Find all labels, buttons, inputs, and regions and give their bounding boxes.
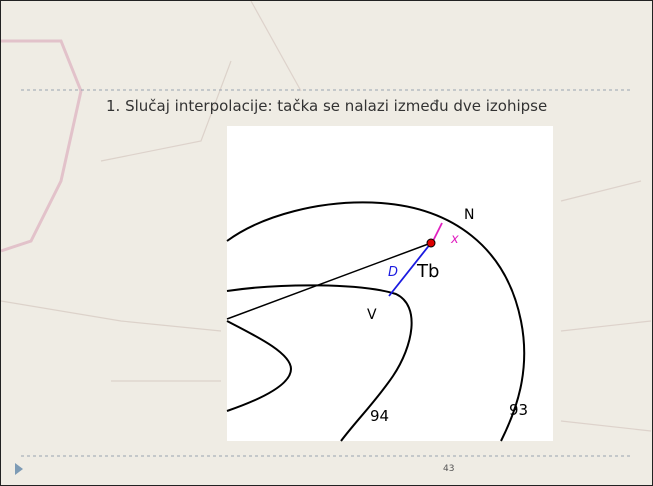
slide: N x D Tb V 94 93 1. Slučaj interpolacije… bbox=[0, 0, 653, 486]
label: V bbox=[367, 307, 377, 323]
label: 93 bbox=[509, 401, 528, 419]
label: D bbox=[388, 265, 398, 280]
label: Tb bbox=[416, 261, 439, 282]
slide-title: 1. Slučaj interpolacije: tačka se nalazi… bbox=[106, 97, 576, 115]
label: x bbox=[450, 232, 459, 247]
label: 94 bbox=[370, 407, 389, 425]
background: N x D Tb V 94 93 bbox=[1, 1, 652, 485]
page-number: 43 bbox=[443, 464, 454, 474]
label: N bbox=[464, 207, 474, 223]
